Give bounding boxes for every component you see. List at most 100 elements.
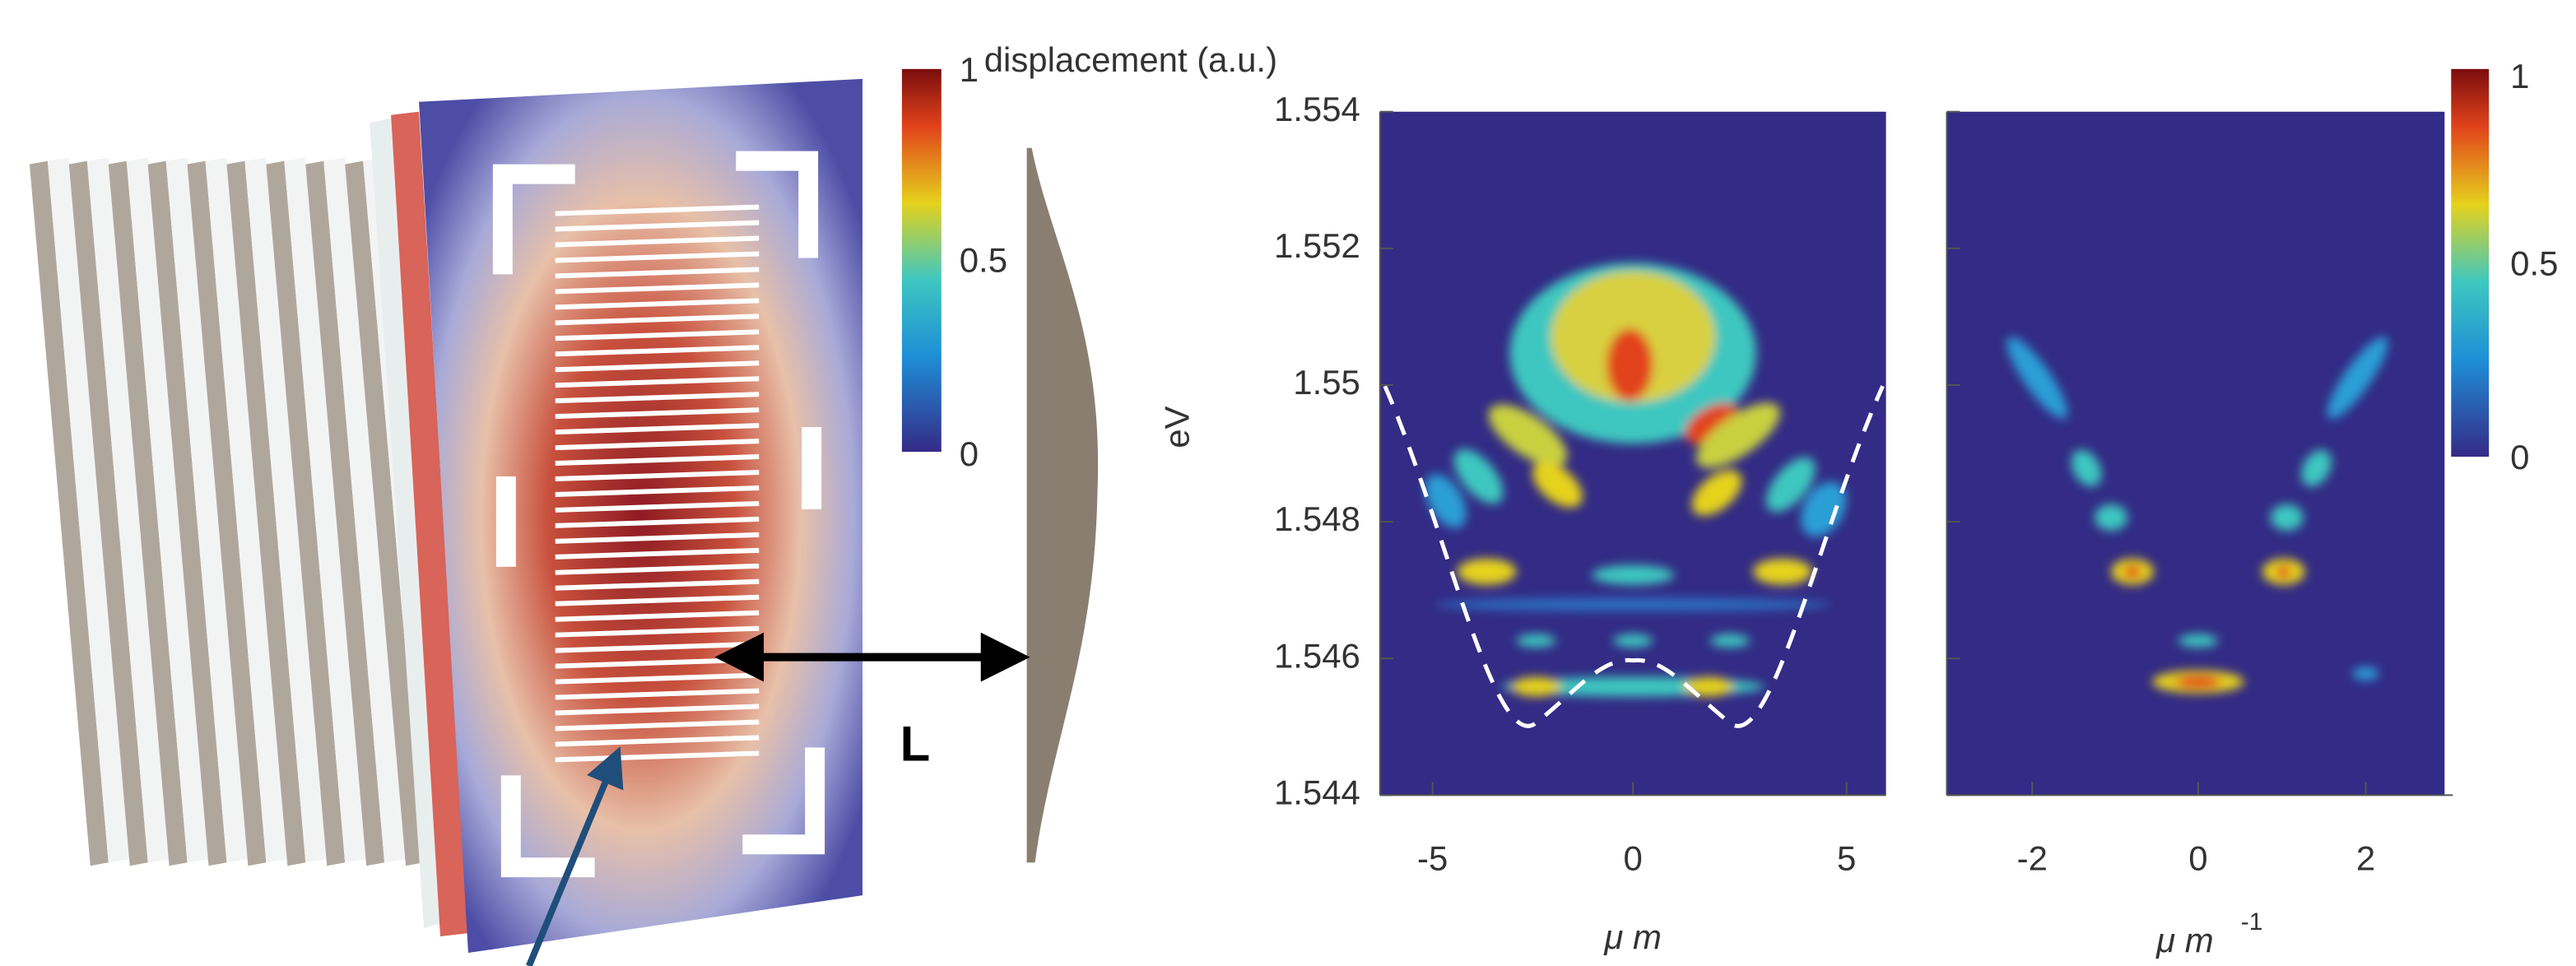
slab: [305, 160, 385, 866]
x-axis-label: μ m: [1603, 917, 1662, 956]
slab-gap: [47, 157, 130, 863]
intensity-blob: [2301, 449, 2332, 487]
heatmap-real: [1425, 262, 1847, 697]
intensity-blob: [1710, 634, 1750, 648]
slab: [345, 160, 425, 866]
grating-line: [555, 220, 760, 232]
grating-line: [555, 282, 760, 295]
grating-line: [555, 345, 760, 357]
intensity-blob: [2071, 449, 2102, 487]
grating-line: [555, 329, 760, 341]
x-axis-label-exponent: -1: [2241, 908, 2263, 936]
grating-line: [555, 704, 760, 716]
red-layer: [391, 111, 468, 937]
y-tick-label: 1.55: [1293, 363, 1360, 402]
intensity-blob: [1457, 558, 1517, 585]
colorbar-tick-label: 0.5: [960, 241, 1007, 280]
intensity-blob: [2095, 504, 2128, 531]
grating-line: [555, 532, 760, 544]
intensity-blob: [1453, 448, 1504, 504]
grating-line: [555, 267, 760, 279]
grating-line: [555, 360, 760, 373]
intensity-blob: [1752, 558, 1812, 585]
intensity-blob: [2178, 634, 2218, 648]
intensity-blob: [1691, 470, 1742, 516]
slab: [226, 160, 306, 866]
x-tick-label: 2: [2356, 838, 2375, 877]
intensity-blob: [1592, 564, 1675, 585]
pointer-arrow: [526, 746, 624, 966]
slab: [187, 160, 267, 866]
grating-line: [555, 235, 760, 248]
slab-gap: [244, 157, 328, 863]
colorbar: [2451, 68, 2490, 457]
grating-line: [555, 454, 760, 467]
intensity-blob: [1488, 404, 1568, 467]
slab-gap: [86, 157, 170, 863]
mirror-stack: [29, 157, 445, 866]
intensity-blob: [2124, 564, 2141, 578]
slab-gap: [205, 157, 288, 863]
y-tick-label: 1.546: [1274, 636, 1360, 675]
grating-line: [555, 470, 760, 482]
intensity-blob: [1765, 457, 1816, 513]
grating-line: [555, 735, 760, 747]
y-tick-label: 1.544: [1274, 773, 1360, 811]
grating-line: [555, 719, 760, 731]
intensity-blob: [1532, 462, 1583, 508]
intensity-blob: [1511, 676, 1561, 697]
grating-line: [555, 298, 760, 310]
x-axis-label: μ m: [2155, 921, 2214, 959]
intensity-blob: [2270, 504, 2304, 531]
intensity-blob: [2352, 666, 2379, 680]
grating-line: [555, 251, 760, 263]
slab: [147, 160, 227, 866]
slab: [108, 160, 188, 866]
grating-line: [555, 688, 760, 700]
x-tick-label: 5: [1837, 838, 1856, 877]
grating-line: [555, 500, 760, 513]
grating-line: [555, 610, 760, 622]
grating-line: [555, 516, 760, 528]
intensity-blob: [1607, 328, 1653, 402]
colorbar-tick-label: 1: [2510, 57, 2529, 95]
colorbar-tick-label: 0: [2510, 438, 2529, 476]
intensity-blob: [1696, 402, 1780, 468]
colorbar-title: displacement (a.u.): [984, 40, 1277, 79]
side-membrane: [1026, 147, 1099, 863]
y-tick-label: 1.552: [1274, 226, 1360, 265]
slab: [266, 160, 346, 866]
grating-line: [555, 625, 760, 638]
colorbar-tick-label: 0: [960, 434, 979, 473]
intensity-blob: [2006, 337, 2068, 420]
slab-gap: [126, 157, 209, 863]
grating-line: [555, 423, 760, 435]
intensity-blob: [2276, 564, 2290, 578]
intensity-blob: [1801, 481, 1847, 537]
distance-label: L: [900, 716, 931, 771]
x-tick-label: 0: [1624, 838, 1643, 877]
intensity-blob: [1435, 597, 1830, 611]
grating-line: [555, 407, 760, 420]
slab-gap: [323, 157, 407, 863]
slab: [68, 160, 148, 866]
slab: [29, 160, 109, 866]
slab-gap: [165, 157, 249, 863]
grating-line: [555, 563, 760, 575]
grating-line: [555, 547, 760, 560]
intensity-blob: [2174, 675, 2221, 689]
brackets: [492, 151, 825, 878]
grating-line: [555, 578, 760, 591]
membrane-plate: [419, 78, 863, 954]
intensity-blob: [1516, 634, 1556, 648]
x-tick-label: -2: [2017, 838, 2048, 877]
grating-line: [555, 594, 760, 606]
intensity-blob: [1425, 474, 1467, 528]
colorbar-tick-label: 0.5: [2510, 244, 2558, 283]
intensity-blob: [2327, 337, 2388, 420]
intensity-blob: [1613, 634, 1653, 648]
heatmap-k: [2006, 337, 2388, 694]
grating-line: [555, 392, 760, 404]
